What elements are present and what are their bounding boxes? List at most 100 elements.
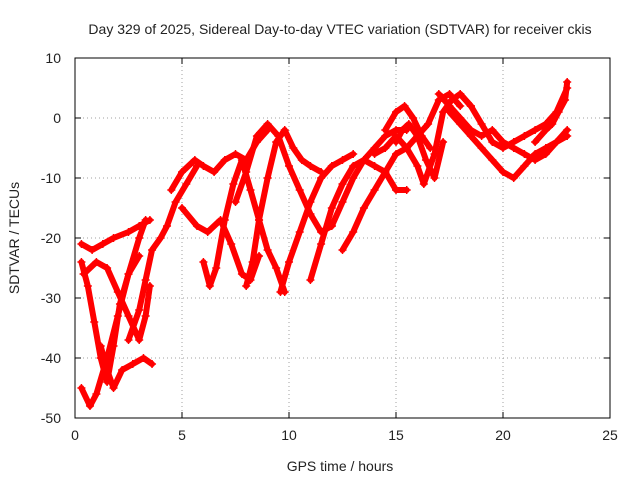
data-point-marker: [135, 336, 144, 344]
chart-title: Day 329 of 2025, Sidereal Day-to-day VTE…: [88, 21, 591, 37]
data-point-marker: [499, 168, 507, 176]
axis-ticks: 0 5 10 15 20 25 10 0 -10 -20 -30 -40 -50: [41, 50, 618, 443]
data-point-marker: [148, 246, 157, 254]
data-point-marker: [92, 258, 101, 266]
data-point-marker: [327, 222, 336, 230]
data-point-marker: [327, 162, 336, 170]
data-point-marker: [548, 120, 557, 128]
data-point-marker: [263, 246, 272, 254]
data-point-marker: [103, 366, 112, 374]
data-point-marker: [447, 96, 456, 104]
data-point-marker: [192, 222, 201, 230]
data-point-marker: [135, 222, 144, 230]
data-point-marker: [370, 162, 379, 170]
data-point-marker: [182, 180, 191, 188]
data-point-marker: [563, 126, 572, 134]
series-sat-n: [328, 127, 410, 229]
data-point-marker: [280, 126, 289, 134]
data-point-marker: [370, 186, 379, 194]
data-point-marker: [289, 144, 298, 152]
y-axis-label: SDTVAR / TECUs: [6, 182, 22, 294]
data-point-marker: [199, 162, 208, 170]
data-point-marker: [488, 126, 497, 134]
data-point-marker: [306, 276, 315, 284]
data-point-marker: [400, 102, 409, 110]
data-point-marker: [128, 360, 137, 368]
y-tick-label: -30: [41, 290, 61, 306]
data-point-marker: [263, 174, 272, 182]
data-point-marker: [349, 228, 358, 236]
data-point-marker: [135, 234, 144, 242]
data-point-marker: [488, 156, 497, 164]
data-point-marker: [178, 204, 186, 212]
data-point-marker: [456, 102, 465, 110]
data-point-marker: [477, 120, 486, 128]
data-point-marker: [327, 204, 336, 212]
data-point-marker: [139, 354, 148, 362]
data-point-marker: [220, 216, 229, 224]
series-sat-r: [382, 103, 434, 151]
data-point-marker: [167, 186, 176, 194]
data-point-marker: [561, 96, 570, 104]
data-point-marker: [392, 108, 400, 116]
y-tick-label: 10: [45, 50, 61, 66]
data-point-marker: [439, 138, 448, 146]
data-point-marker: [242, 282, 251, 290]
data-point-marker: [392, 138, 400, 146]
data-point-marker: [424, 120, 433, 128]
data-point-marker: [227, 240, 236, 248]
data-point-marker: [135, 306, 144, 314]
data-point-marker: [109, 234, 118, 242]
data-point-marker: [370, 150, 379, 158]
data-point-marker: [141, 312, 150, 320]
data-point-marker: [145, 216, 154, 224]
data-point-marker: [98, 240, 107, 248]
data-point-marker: [477, 132, 486, 140]
series-sat-k: [243, 127, 325, 289]
data-point-marker: [563, 78, 572, 86]
data-point-marker: [520, 132, 529, 140]
y-tick-label: -20: [41, 230, 61, 246]
data-point-marker: [445, 90, 454, 98]
data-point-marker: [83, 282, 92, 290]
data-point-marker: [103, 264, 112, 272]
data-point-marker: [349, 174, 358, 182]
data-point-marker: [124, 270, 133, 278]
data-point-marker: [456, 90, 465, 98]
x-tick-label: 5: [178, 427, 186, 443]
data-point-marker: [554, 108, 563, 116]
data-point-marker: [242, 168, 251, 176]
data-point-marker: [231, 150, 240, 158]
data-point-marker: [272, 264, 281, 272]
data-point-marker: [531, 156, 540, 164]
data-point-marker: [210, 168, 219, 176]
data-point-marker: [285, 162, 293, 170]
data-point-marker: [381, 126, 390, 134]
series-sat-d: [80, 259, 153, 343]
data-point-marker: [77, 384, 86, 392]
data-point-marker: [92, 390, 101, 398]
series-sat-s: [446, 109, 571, 181]
data-point-marker: [456, 114, 465, 122]
data-point-marker: [118, 366, 127, 374]
data-point-marker: [163, 222, 172, 230]
data-point-marker: [413, 162, 422, 170]
data-point-marker: [85, 402, 94, 410]
data-point-marker: [338, 246, 347, 254]
data-point-marker: [359, 204, 368, 212]
data-point-marker: [509, 174, 518, 182]
data-point-marker: [252, 132, 261, 140]
data-point-marker: [392, 186, 400, 194]
data-point-marker: [477, 144, 486, 152]
data-point-marker: [488, 138, 497, 146]
data-point-marker: [306, 162, 315, 170]
data-point-marker: [203, 228, 212, 236]
data-point-marker: [317, 174, 326, 182]
data-point-marker: [237, 156, 246, 164]
y-tick-label: -10: [41, 170, 61, 186]
data-point-marker: [156, 234, 165, 242]
x-axis-label: GPS time / hours: [287, 458, 394, 474]
data-point-marker: [499, 138, 507, 146]
data-point-marker: [77, 258, 86, 266]
